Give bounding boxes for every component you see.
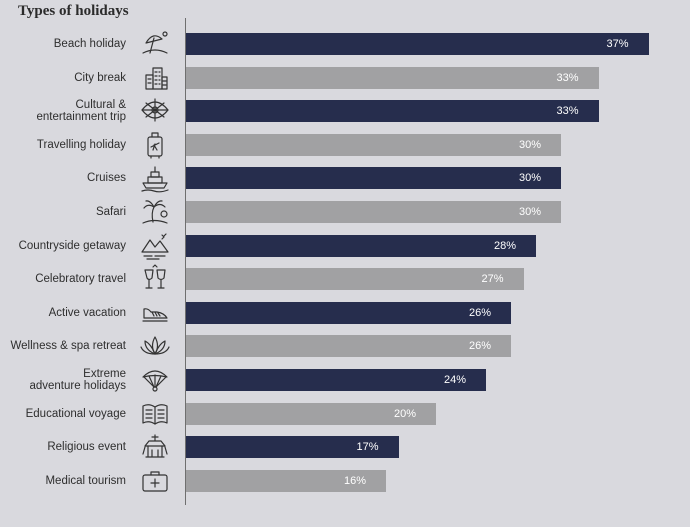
category-label-extreme-adventure-holidays: Extreme adventure holidays (29, 368, 126, 392)
beach-umbrella-icon (140, 29, 170, 59)
city-buildings-icon (140, 63, 170, 93)
data-label-medical-tourism: 16% (343, 474, 366, 487)
bar-cruises: 30% (186, 167, 561, 190)
data-label-religious-event: 17% (356, 441, 379, 454)
category-label-safari: Safari (95, 206, 126, 218)
data-label-celebratory-travel: 27% (481, 273, 504, 286)
category-label-wellness-spa-retreat: Wellness & spa retreat (10, 340, 126, 353)
data-label-extreme-adventure-holidays: 24% (443, 374, 466, 386)
bar-countryside-getaway: 28% (186, 234, 536, 257)
champagne-glasses-icon (140, 264, 170, 294)
bar-travelling-holiday: 30% (186, 133, 561, 156)
open-book-icon (140, 399, 170, 429)
data-label-educational-voyage: 20% (393, 407, 416, 420)
data-label-city-break: 33% (556, 71, 579, 84)
category-label-cultural-entertainment-trip: Cultural & entertainment trip (36, 99, 127, 124)
paraglider-icon (140, 365, 170, 395)
bar-educational-voyage: 20% (186, 402, 436, 425)
category-label-active-vacation: Active vacation (48, 306, 126, 319)
category-label-cruises: Cruises (87, 172, 126, 185)
lotus-icon (140, 331, 170, 361)
bar-active-vacation: 26% (186, 301, 511, 324)
data-label-safari: 30% (518, 206, 541, 218)
category-label-travelling-holiday: Travelling holiday (36, 138, 126, 151)
sneaker-icon (140, 298, 170, 328)
category-axis-line (185, 18, 186, 505)
category-label-countryside-getaway: Countryside getaway (18, 239, 126, 252)
bar-cultural-entertainment-trip: 33% (186, 100, 599, 123)
bar-city-break: 33% (186, 66, 599, 89)
bar-beach-holiday: 37% (186, 33, 649, 55)
category-label-beach-holiday: Beach holiday (53, 38, 126, 50)
chart-title: Types of holidays (18, 3, 129, 19)
bar-religious-event: 17% (186, 436, 399, 459)
data-label-travelling-holiday: 30% (518, 138, 541, 151)
bar-medical-tourism: 16% (186, 469, 386, 492)
mountains-icon (140, 231, 170, 261)
data-label-cruises: 30% (518, 172, 541, 185)
bar-wellness-spa-retreat: 26% (186, 335, 511, 358)
category-label-religious-event: Religious event (47, 441, 126, 454)
temple-icon (140, 432, 170, 462)
category-label-city-break: City break (74, 71, 126, 84)
palm-tree-icon (140, 197, 170, 227)
category-label-celebratory-travel: Celebratory travel (35, 273, 126, 286)
data-label-cultural-entertainment-trip: 33% (556, 105, 579, 118)
data-label-countryside-getaway: 28% (493, 239, 516, 252)
data-label-wellness-spa-retreat: 26% (468, 340, 491, 353)
cruise-ship-icon (140, 163, 170, 193)
fan-icon (140, 96, 170, 126)
data-label-active-vacation: 26% (468, 306, 491, 319)
category-label-educational-voyage: Educational voyage (25, 407, 126, 420)
first-aid-kit-icon (140, 466, 170, 496)
bar-extreme-adventure-holidays: 24% (186, 369, 486, 391)
suitcase-icon (140, 130, 170, 160)
bar-celebratory-travel: 27% (186, 268, 524, 291)
category-label-medical-tourism: Medical tourism (45, 474, 126, 487)
bar-safari: 30% (186, 201, 561, 223)
data-label-beach-holiday: 37% (606, 38, 629, 50)
